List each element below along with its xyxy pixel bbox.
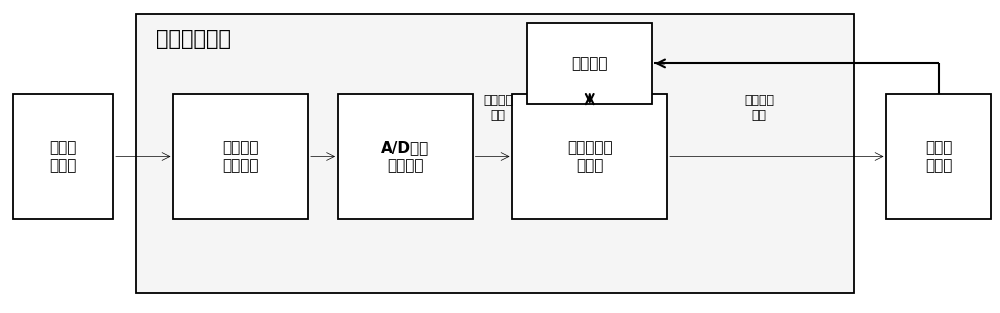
Bar bbox=[527, 23, 652, 104]
Bar bbox=[512, 95, 667, 218]
Text: 质量流量处
理模块: 质量流量处 理模块 bbox=[567, 140, 613, 173]
Bar bbox=[13, 95, 113, 218]
Bar bbox=[886, 95, 991, 218]
Bar bbox=[136, 14, 854, 293]
Text: 数字质量
信息: 数字质量 信息 bbox=[744, 95, 774, 122]
Text: 数字温度
信号: 数字温度 信号 bbox=[483, 95, 513, 122]
Text: 模拟信号
放大模块: 模拟信号 放大模块 bbox=[222, 140, 259, 173]
Text: A/D模数
转换模块: A/D模数 转换模块 bbox=[381, 140, 429, 173]
Text: 信号处理单元: 信号处理单元 bbox=[156, 28, 231, 49]
Bar bbox=[338, 95, 473, 218]
Text: 存储模块: 存储模块 bbox=[572, 56, 608, 71]
Bar bbox=[173, 95, 308, 218]
Text: 信号采
集单元: 信号采 集单元 bbox=[50, 140, 77, 173]
Text: 微电脑
控制器: 微电脑 控制器 bbox=[925, 140, 952, 173]
